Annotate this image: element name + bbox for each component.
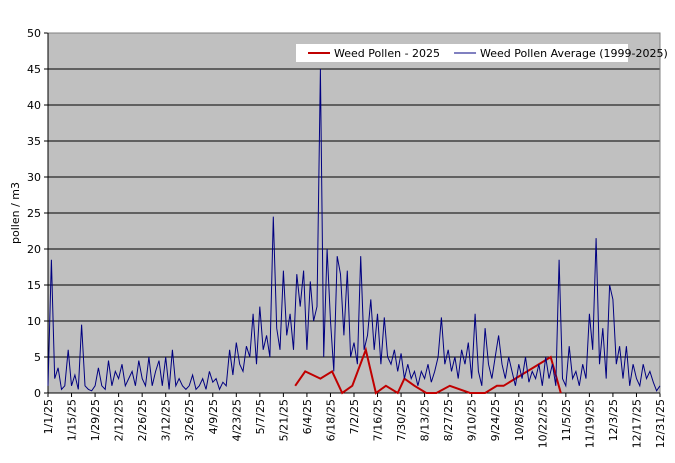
x-tick-label: 1/15/25 [66,399,79,441]
x-tick-label: 8/27/25 [442,399,455,441]
x-tick-label: 5/21/25 [277,399,290,441]
series-line [47,68,661,392]
x-tick-label: 7/30/25 [395,399,408,441]
y-tick-label: 0 [34,387,41,400]
y-axis-label: pollen / m3 [9,182,22,244]
x-tick-label: 10/8/25 [513,399,526,441]
y-tick-label: 30 [27,171,41,184]
x-tick-label: 4/23/25 [230,399,243,441]
y-tick-label: 20 [27,243,41,256]
x-tick-label: 3/26/25 [183,399,196,441]
y-tick-label: 35 [27,135,41,148]
x-tick-label: 6/18/25 [324,399,337,441]
x-tick-label: 5/7/25 [254,399,267,434]
legend-label: Weed Pollen - 2025 [334,47,440,60]
x-tick-label: 7/2/25 [348,399,361,434]
y-tick-label: 40 [27,99,41,112]
x-tick-label: 2/12/25 [113,399,126,441]
x-tick-label: 7/16/25 [372,399,385,441]
x-tick-label: 10/22/25 [536,399,549,448]
x-tick-label: 8/13/25 [419,399,432,441]
x-tick-label: 12/17/25 [630,399,643,448]
x-tick-label: 11/19/25 [583,399,596,448]
y-tick-label: 25 [27,207,41,220]
x-tick-label: 9/10/25 [466,399,479,441]
x-tick-label: 1/1/25 [42,399,55,434]
x-tick-label: 12/31/25 [654,399,667,448]
legend-label: Weed Pollen Average (1999-2025) [480,47,668,60]
x-tick-label: 11/5/25 [560,399,573,441]
x-tick-label: 2/26/25 [136,399,149,441]
y-tick-label: 50 [27,27,41,40]
x-tick-label: 6/4/25 [301,399,314,434]
y-tick-label: 45 [27,63,41,76]
y-tick-label: 5 [34,351,41,364]
x-tick-label: 1/29/25 [89,399,102,441]
y-tick-label: 15 [27,279,41,292]
x-tick-label: 4/9/25 [207,399,220,434]
x-tick-label: 3/12/25 [160,399,173,441]
x-tick-label: 12/3/25 [607,399,620,441]
y-tick-label: 10 [27,315,41,328]
x-tick-label: 9/24/25 [489,399,502,441]
